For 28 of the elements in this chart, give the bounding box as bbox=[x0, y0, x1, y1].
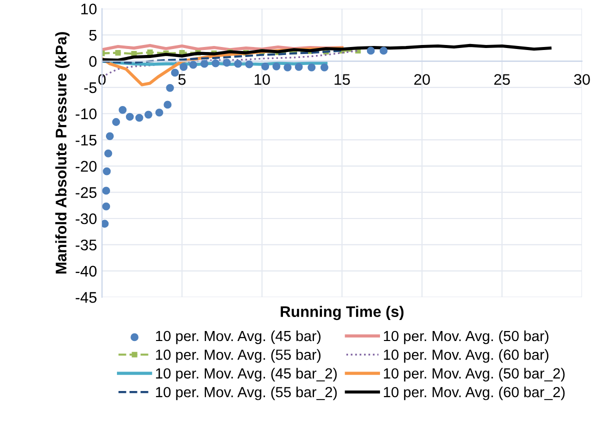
legend-label: 10 per. Mov. Avg. (50 bar) bbox=[384, 330, 548, 344]
legend-label: 10 per. Mov. Avg. (55 bar_2) bbox=[156, 386, 337, 400]
y-axis-title: Manifold Absolute Pressure (kPa) bbox=[55, 32, 70, 274]
legend-label: 10 per. Mov. Avg. (60 bar_2) bbox=[384, 386, 565, 400]
x-tick-label: 25 bbox=[494, 74, 510, 85]
legend-label: 10 per. Mov. Avg. (55 bar) bbox=[156, 349, 321, 363]
x-tick-label: 10 bbox=[254, 74, 270, 85]
legend-label: 10 per. Mov. Avg. (60 bar) bbox=[384, 349, 548, 363]
legend-label: 10 per. Mov. Avg. (45 bar_2) bbox=[156, 368, 337, 382]
x-tick-label: 5 bbox=[178, 74, 186, 85]
y-tick-label: -25 bbox=[76, 187, 96, 198]
y-tick-label: -20 bbox=[76, 160, 97, 172]
y-tick-label: -5 bbox=[84, 82, 96, 94]
y-tick-label: -40 bbox=[76, 266, 97, 277]
y-tick-label: 5 bbox=[89, 30, 96, 41]
y-tick-label: 10 bbox=[81, 4, 97, 14]
y-tick-label: 0 bbox=[89, 56, 97, 67]
y-tick-label: -10 bbox=[76, 108, 97, 120]
y-tick-label: -30 bbox=[76, 213, 97, 224]
y-tick-label: -15 bbox=[76, 134, 96, 146]
x-tick-label: 15 bbox=[334, 74, 350, 85]
legend-label: 10 per. Mov. Avg. (45 bar) bbox=[156, 330, 321, 344]
y-tick-label: -45 bbox=[76, 292, 96, 303]
x-axis-title: Running Time (s) bbox=[280, 306, 404, 320]
legend-label: 10 per. Mov. Avg. (50 bar_2) bbox=[384, 368, 565, 382]
x-tick-label: 20 bbox=[414, 74, 430, 85]
y-tick-label: -35 bbox=[76, 240, 96, 250]
x-tick-label: 30 bbox=[574, 74, 590, 85]
